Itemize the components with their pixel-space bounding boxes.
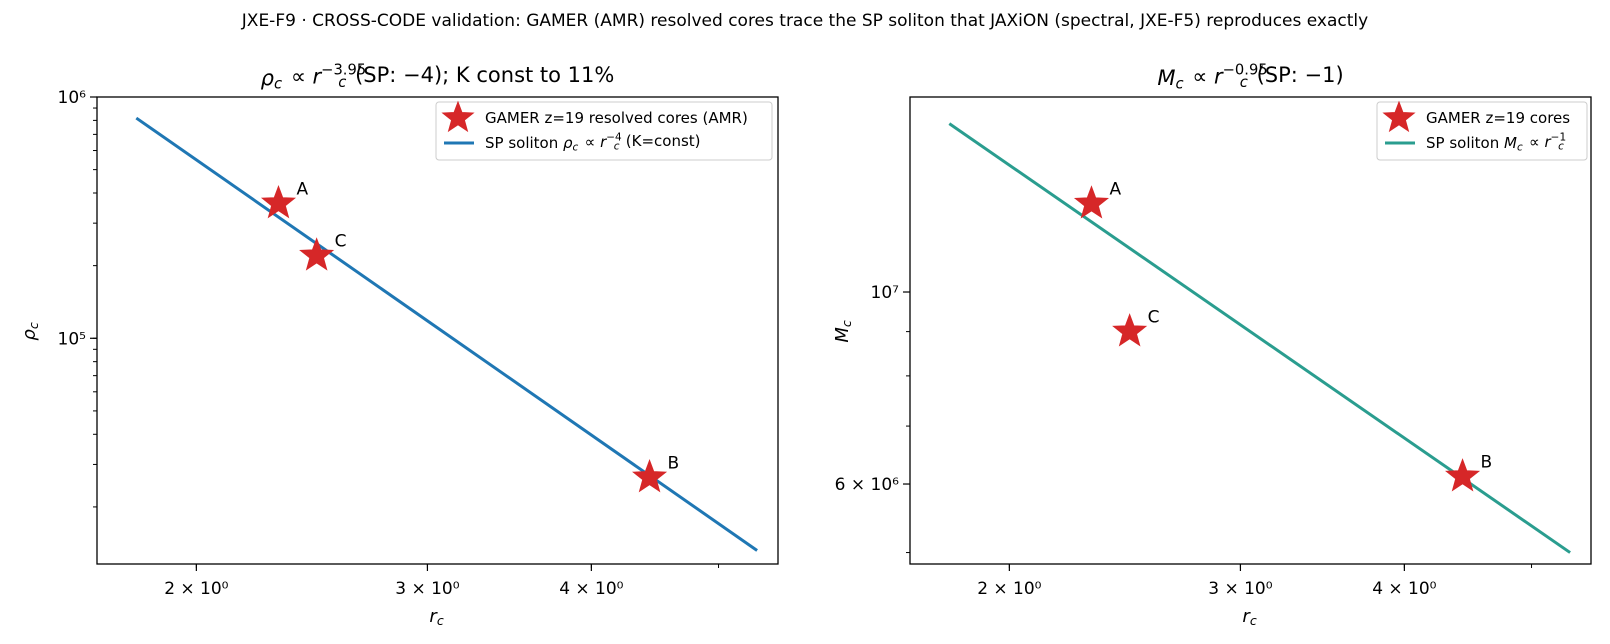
x-axis-label: rc xyxy=(429,605,445,629)
y-tick-label: 10⁷ xyxy=(871,283,900,303)
plot-frame xyxy=(96,96,779,565)
core-label: C xyxy=(335,232,347,252)
panel-mass: 2 × 10⁰ 3 × 10⁰ 4 × 10⁰ 6 × 10⁶ 10⁷ rc Mc Mc … xyxy=(831,62,1592,629)
plot-frame xyxy=(909,96,1592,565)
suptitle: JXE-F9 · CROSS-CODE validation: GAMER (A… xyxy=(241,11,1369,31)
panel-title: ρc ∝ r−3.95 c (SP: −4); K const to 11% xyxy=(261,62,615,93)
legend-entry-line: SP soliton Mc ∝ r−1 c xyxy=(1426,132,1566,154)
y-tick-label: 6 × 10⁶ xyxy=(835,475,899,495)
y-axis-label: Mc xyxy=(831,318,855,342)
core-label: C xyxy=(1148,308,1160,328)
legend-entry-points: GAMER z=19 resolved cores (AMR) xyxy=(485,109,748,127)
x-tick-label: 2 × 10⁰ xyxy=(977,579,1041,599)
core-label: B xyxy=(668,453,680,473)
x-tick-label: 4 × 10⁰ xyxy=(559,579,623,599)
core-label: B xyxy=(1481,453,1493,473)
core-point-a xyxy=(1073,185,1110,219)
y-axis-label: ρc xyxy=(18,320,42,340)
core-point-c xyxy=(1112,313,1148,347)
legend-star-marker xyxy=(1382,100,1416,133)
soliton-line xyxy=(948,122,1571,554)
core-point-b xyxy=(632,459,668,493)
soliton-line xyxy=(135,116,758,552)
x-tick-label: 2 × 10⁰ xyxy=(164,579,228,599)
x-tick-label: 3 × 10⁰ xyxy=(1208,579,1272,599)
legend: GAMER z=19 resolved cores (AMR) SP solito… xyxy=(435,100,773,161)
panel-density: 2 × 10⁰ 3 × 10⁰ 4 × 10⁰ 10⁵ 10⁶ rc ρc ρc ∝ r−… xyxy=(18,62,779,629)
x-tick-label: 4 × 10⁰ xyxy=(1372,579,1436,599)
panel-title: Mc ∝ r−0.95 c (SP: −1) xyxy=(1157,62,1343,93)
legend-star-marker xyxy=(441,100,475,133)
legend-entry-points: GAMER z=19 cores xyxy=(1426,109,1570,127)
y-tick-label: 10⁵ xyxy=(58,329,86,349)
core-label: A xyxy=(1109,180,1121,200)
x-tick-label: 3 × 10⁰ xyxy=(395,579,459,599)
legend: GAMER z=19 cores SP soliton Mc ∝ r−1 c xyxy=(1376,100,1588,161)
x-axis-label: rc xyxy=(1242,605,1258,629)
core-point-b xyxy=(1445,458,1481,492)
legend-box xyxy=(1376,101,1588,161)
core-point-a xyxy=(260,185,297,219)
core-label: A xyxy=(296,179,308,199)
core-point-c xyxy=(299,237,335,271)
legend-entry-line: SP soliton ρc ∝ r−4 c (K=const) xyxy=(485,132,701,154)
y-tick-label: 10⁶ xyxy=(58,88,87,108)
legend-box xyxy=(435,101,773,161)
